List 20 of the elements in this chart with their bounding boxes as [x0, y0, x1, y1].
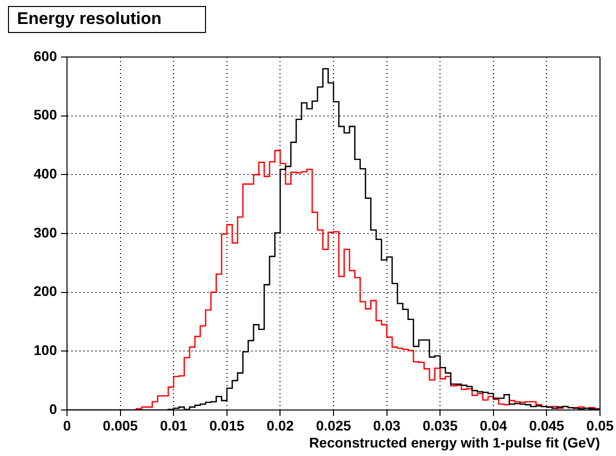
x-tick-label: 0.035 — [422, 417, 458, 434]
x-tick-label: 0.05 — [586, 417, 614, 434]
x-axis-title: Reconstructed energy with 1-pulse fit (GeV) — [309, 434, 600, 450]
y-tick-label: 200 — [34, 283, 58, 300]
chart-title: Energy resolution — [8, 6, 206, 33]
x-tick-label: 0.03 — [373, 417, 401, 434]
x-tick-label: 0.025 — [316, 417, 352, 434]
x-tick-label: 0.04 — [480, 417, 508, 434]
x-tick-label: 0 — [63, 417, 72, 434]
y-tick-label: 100 — [34, 342, 58, 358]
y-tick-label: 600 — [34, 48, 58, 64]
y-tick-label: 500 — [34, 106, 58, 123]
y-tick-label: 400 — [34, 166, 58, 182]
x-tick-label: 0.045 — [529, 417, 564, 434]
x-tick-label: 0.02 — [266, 417, 294, 434]
x-tick-label: 0.005 — [102, 417, 138, 434]
y-tick-label: 300 — [34, 224, 58, 240]
x-tick-label: 0.015 — [209, 417, 245, 434]
x-tick-label: 0.01 — [160, 417, 188, 434]
y-tick-label: 0 — [49, 400, 58, 417]
